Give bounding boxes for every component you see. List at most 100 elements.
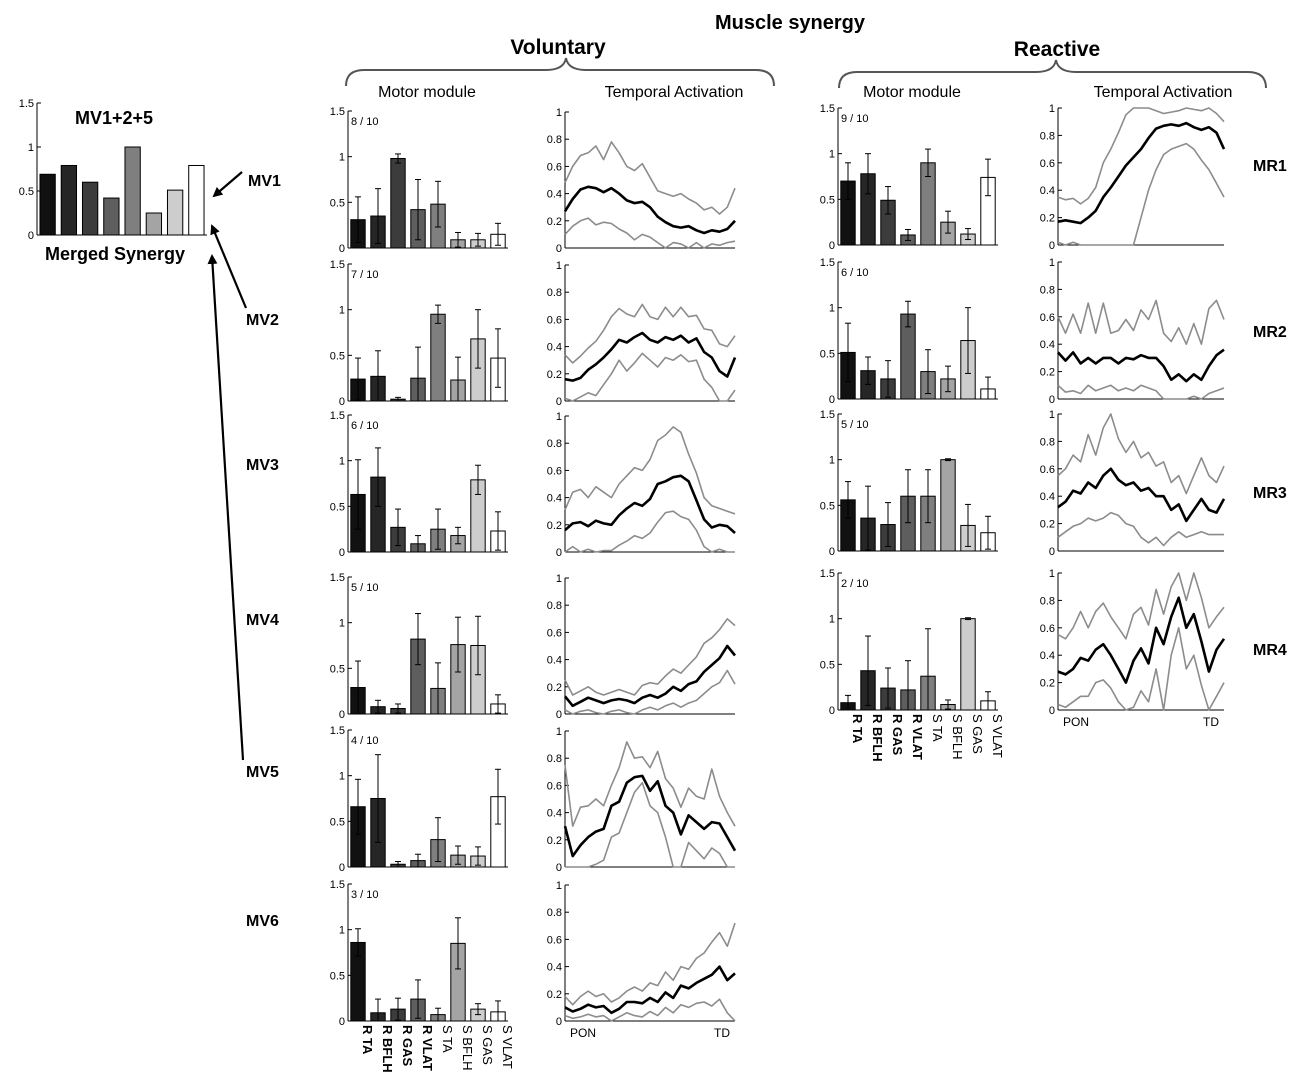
- y-tick-label: 1: [1049, 257, 1055, 269]
- y-tick-label: 0.5: [330, 816, 345, 828]
- subject-count: 8 / 10: [351, 116, 379, 128]
- y-tick-label: 0.2: [547, 369, 562, 381]
- sd-lower-line: [565, 781, 735, 868]
- row-label-mr1: MR1: [1253, 158, 1287, 175]
- y-tick-label: 0.2: [1040, 367, 1055, 379]
- activation-chart-mv4: 0 0.2 0.4 0.6 0.8 1: [547, 573, 737, 721]
- y-tick-label: 0: [339, 243, 345, 255]
- y-tick-label: 1: [556, 107, 562, 119]
- y-tick-label: 0.5: [820, 659, 835, 671]
- row-label-mr3: MR3: [1253, 485, 1287, 502]
- mean-line: [563, 644, 737, 708]
- muscle-label: R BFLH: [870, 714, 885, 762]
- bar: [940, 459, 956, 552]
- bar-chart-merged: 0 0.5 1 1.5: [19, 98, 207, 242]
- mean-line: [563, 774, 737, 858]
- mean-line: [564, 331, 737, 382]
- y-tick-label: 0.8: [1040, 595, 1055, 607]
- muscle-label: R GAS: [890, 714, 905, 756]
- y-tick-label: 0: [28, 230, 34, 242]
- mean-line: [1057, 121, 1226, 225]
- y-tick-label: 0: [556, 1016, 562, 1028]
- row-label-mv5: MV5: [246, 764, 279, 781]
- merged-title: MV1+2+5: [75, 108, 153, 128]
- y-tick-label: 0: [1049, 394, 1055, 406]
- y-tick-label: 0.4: [547, 189, 562, 201]
- y-tick-label: 0.8: [1040, 130, 1055, 142]
- row-label-mv1: MV1: [248, 173, 281, 190]
- subject-count: 9 / 10: [841, 113, 869, 125]
- row-label-mr2: MR2: [1253, 324, 1287, 341]
- y-tick-label: 1: [829, 149, 835, 161]
- y-tick-label: 0.4: [547, 655, 562, 667]
- y-tick-label: 1.5: [820, 257, 835, 269]
- bar: [39, 173, 56, 236]
- y-tick-label: 0.8: [1040, 284, 1055, 296]
- sd-lower-line: [1057, 142, 1225, 246]
- y-tick-label: 1.5: [19, 98, 34, 110]
- y-tick-label: 0: [556, 709, 562, 721]
- mean-line: [564, 474, 736, 534]
- mean-line: [563, 185, 736, 235]
- y-tick-label: 0.5: [820, 348, 835, 360]
- muscle-label: S GAS: [480, 1025, 495, 1065]
- activation-chart-mr3: 0 0.2 0.4 0.6 0.8 1: [1040, 409, 1226, 558]
- y-tick-label: 0.6: [547, 934, 562, 946]
- y-tick-label: 0.2: [547, 989, 562, 1001]
- bar: [81, 181, 99, 236]
- muscle-label: R TA: [360, 1025, 375, 1055]
- y-tick-label: 1: [339, 305, 345, 317]
- sd-lower-line: [1057, 511, 1224, 547]
- y-tick-label: 0.5: [19, 186, 34, 198]
- sd-upper-line: [564, 741, 736, 827]
- sd-upper-line: [564, 618, 736, 696]
- y-tick-label: 0: [339, 396, 345, 408]
- y-tick-label: 1.5: [820, 409, 835, 421]
- activation-chart-mv3: 0 0.2 0.4 0.6 0.8 1: [547, 411, 736, 559]
- y-tick-label: 0.2: [1040, 213, 1055, 225]
- bar-chart-mv3: 0 0.5 1 1.5 6 / 10: [330, 410, 508, 559]
- muscle-label: R VLAT: [910, 714, 925, 760]
- y-tick-label: 1: [28, 142, 34, 154]
- y-tick-label: 0: [339, 862, 345, 874]
- y-tick-label: 1.5: [330, 259, 345, 271]
- y-tick-label: 0.6: [547, 780, 562, 792]
- muscle-label: S BFLH: [460, 1025, 475, 1071]
- y-tick-label: 1.5: [820, 568, 835, 580]
- mean-line: [1057, 596, 1226, 684]
- y-tick-label: 1.5: [330, 106, 345, 118]
- sd-lower-line: [564, 217, 736, 249]
- y-tick-label: 1: [1049, 103, 1055, 115]
- bar-chart-mv4: 0 0.5 1 1.5 5 / 10: [330, 572, 508, 721]
- bar-chart-mr4: 0 0.5 1 1.5 2 / 10: [820, 568, 998, 717]
- y-tick-label: 0.6: [1040, 312, 1055, 324]
- y-tick-label: 1.5: [330, 410, 345, 422]
- y-tick-label: 0.5: [330, 197, 345, 209]
- activation-chart-mv2: 0 0.2 0.4 0.6 0.8 1: [547, 260, 737, 408]
- y-tick-label: 0.2: [547, 216, 562, 228]
- y-tick-label: 1: [829, 455, 835, 467]
- y-tick-label: 0: [1049, 240, 1055, 252]
- y-tick-label: 0.8: [547, 600, 562, 612]
- x-label-pon-voluntary: PON: [570, 1026, 596, 1040]
- y-tick-label: 1: [339, 771, 345, 783]
- y-tick-label: 0.4: [1040, 491, 1055, 503]
- y-tick-label: 0.4: [1040, 650, 1055, 662]
- muscle-label: R GAS: [400, 1025, 415, 1067]
- subject-count: 6 / 10: [351, 420, 379, 432]
- activation-chart-mv5: 0 0.2 0.4 0.6 0.8 1: [547, 726, 737, 874]
- y-tick-label: 0: [829, 705, 835, 717]
- y-tick-label: 1: [556, 260, 562, 272]
- voluntary-motor-module-header: Motor module: [378, 84, 476, 101]
- y-tick-label: 0.6: [547, 161, 562, 173]
- reactive-motor-module-header: Motor module: [863, 84, 961, 101]
- subject-count: 5 / 10: [351, 582, 379, 594]
- y-tick-label: 0: [1049, 705, 1055, 717]
- voluntary-temporal-header: Temporal Activation: [605, 84, 744, 101]
- y-tick-label: 0.4: [547, 808, 562, 820]
- y-tick-label: 1: [556, 880, 562, 892]
- muscle-label: R BFLH: [380, 1025, 395, 1073]
- y-tick-label: 1: [556, 411, 562, 423]
- sd-upper-line: [1057, 107, 1225, 205]
